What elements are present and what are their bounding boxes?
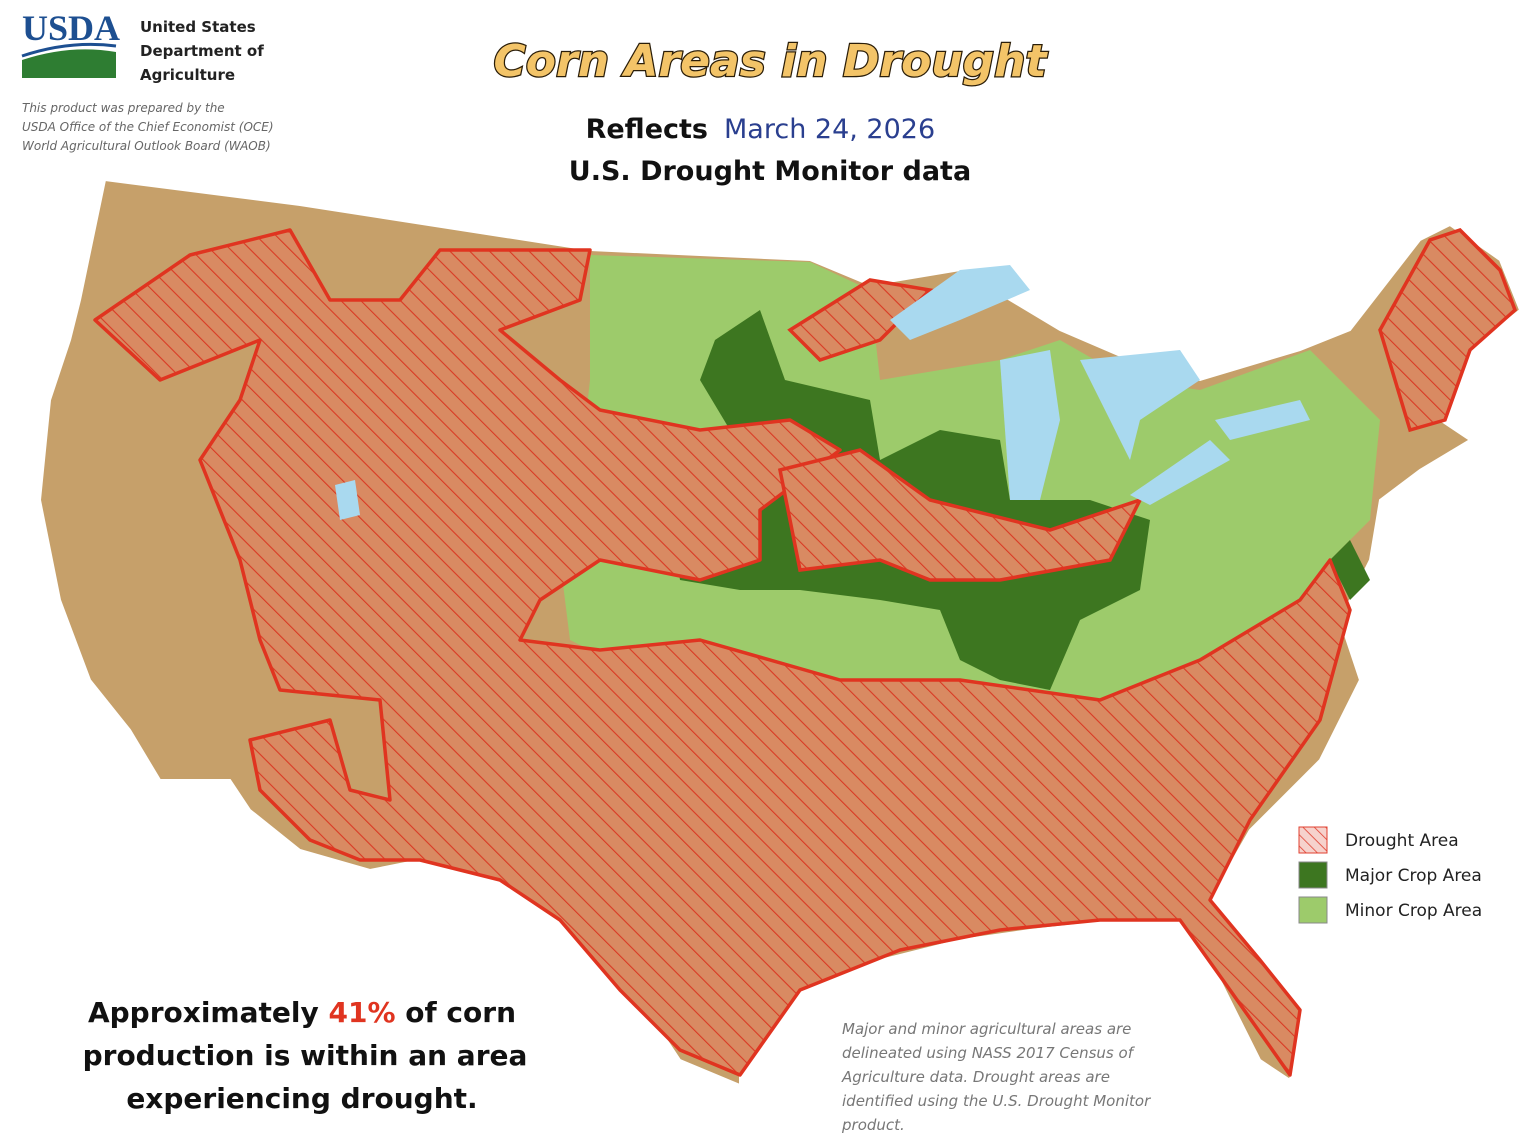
legend-label: Drought Area — [1345, 831, 1459, 851]
legend-label: Minor Crop Area — [1345, 901, 1482, 921]
footnote-line: product. — [841, 1116, 905, 1134]
lake — [1130, 440, 1230, 505]
map-title: Corn Areas in Drought — [493, 36, 1048, 87]
logo-line: United States — [140, 18, 256, 36]
footnote-line: Agriculture data. Drought areas are — [841, 1068, 1110, 1086]
footnote-line: delineated using NASS 2017 Census of — [842, 1044, 1136, 1062]
logo-field — [22, 49, 116, 78]
logo-line: Agriculture — [140, 66, 235, 84]
report-date: March 24, 2026 — [724, 114, 935, 145]
legend-label: Major Crop Area — [1345, 866, 1482, 886]
drought-area — [777, 448, 1144, 582]
legend: Drought Area Major Crop Area Minor Crop … — [1298, 826, 1482, 924]
credit-line: This product was prepared by the — [22, 101, 225, 115]
summary-line: Approximately 41% of corn — [88, 996, 516, 1029]
summary-text: Approximately — [88, 996, 319, 1029]
footnote-line: Major and minor agricultural areas are — [842, 1020, 1131, 1038]
lake — [335, 480, 360, 520]
drought-area — [1378, 227, 1518, 433]
lake — [1215, 400, 1310, 440]
drought-area — [93, 228, 1352, 1077]
legend-swatch — [1298, 826, 1328, 854]
major-crop-area — [1330, 540, 1370, 600]
summary-line: production is within an area — [83, 1039, 528, 1072]
legend-swatch — [1298, 861, 1328, 889]
footnote-line: identified using the U.S. Drought Monito… — [842, 1092, 1151, 1110]
logo-mark: USDA — [22, 8, 120, 48]
logo-arc — [21, 42, 117, 58]
logo-line: Department of — [140, 42, 264, 60]
lake — [1000, 350, 1060, 500]
legend-swatch — [1298, 896, 1328, 924]
summary-text: of corn — [405, 996, 516, 1029]
lake — [890, 265, 1030, 340]
credit-line: USDA Office of the Chief Economist (OCE) — [22, 120, 274, 134]
reflects-label: Reflects — [586, 114, 708, 145]
source-label: U.S. Drought Monitor data — [569, 156, 971, 187]
lake — [1080, 350, 1200, 460]
credit-line: World Agricultural Outlook Board (WAOB) — [22, 139, 271, 153]
usda-logo: USDA United States Department of Agricul… — [21, 8, 264, 84]
summary-share: 41% — [328, 996, 395, 1029]
us-map — [38, 178, 1522, 1087]
summary-line: experiencing drought. — [126, 1082, 477, 1115]
